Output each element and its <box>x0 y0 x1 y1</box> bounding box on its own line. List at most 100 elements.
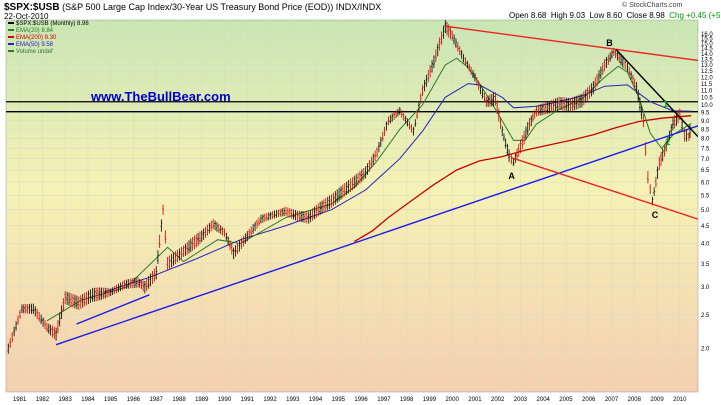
legend-price-text: $SPX:$USB (Monthly) 8.98 <box>16 21 89 27</box>
x-tick-label: 1999 <box>423 397 437 403</box>
x-tick-label: 1990 <box>218 397 232 403</box>
annotation-label: B <box>606 38 613 49</box>
grid <box>6 20 698 392</box>
y-tick-label: 13.0 <box>701 63 713 69</box>
y-tick-label: 7.0 <box>701 157 710 163</box>
x-tick-label: 2010 <box>673 397 687 403</box>
y-tick-label: 3.0 <box>701 285 710 291</box>
y-tick-label: 11.5 <box>701 82 713 88</box>
chart-date: 22-Oct-2010 <box>4 12 49 21</box>
x-tick-label: 2004 <box>537 397 551 403</box>
y-tick-label: 6.5 <box>701 168 710 174</box>
x-tick-label: 2009 <box>650 397 664 403</box>
x-tick-label: 1996 <box>354 397 368 403</box>
legend-ema50: EMA(50) 9.58 <box>8 42 89 49</box>
y-tick-label: 13.5 <box>701 57 713 63</box>
y-tick-label: 10.5 <box>701 96 713 102</box>
y-tick-label: 5.5 <box>701 193 710 199</box>
x-tick-label: 1989 <box>195 397 209 403</box>
x-tick-label: 1982 <box>36 397 50 403</box>
open-label: Open <box>509 11 529 20</box>
y-tick-label: 4.5 <box>701 224 710 230</box>
open-value: 8.68 <box>530 11 547 20</box>
y-tick-label: 9.5 <box>701 111 710 117</box>
trendline-red <box>445 25 698 62</box>
x-tick-label: 1994 <box>309 397 323 403</box>
x-tick-label: 1983 <box>59 397 73 403</box>
close-value: 8.98 <box>649 11 665 20</box>
x-tick-label: 1986 <box>127 397 141 403</box>
legend-volume-text: Volume undef <box>16 49 53 55</box>
ema50-line <box>103 83 692 293</box>
x-tick-label: 2003 <box>514 397 528 403</box>
y-tick-label: 5.0 <box>701 208 710 214</box>
y-tick-label: 12.5 <box>701 69 713 75</box>
y-tick-label: 3.5 <box>701 262 710 268</box>
y-tick-label: 4.0 <box>701 242 710 248</box>
x-tick-label: 1998 <box>400 397 414 403</box>
x-tick-label: 2005 <box>559 397 573 403</box>
change-label: Chg <box>669 11 684 20</box>
legend-ema20: EMA(20) 8.84 <box>8 28 89 35</box>
x-tick-label: 2008 <box>628 397 642 403</box>
y-tick-label: 14.5 <box>701 47 713 53</box>
x-tick-label: 1984 <box>81 397 95 403</box>
legend-volume: Volume undef <box>8 49 89 56</box>
y-tick-label: 15.5 <box>701 37 713 43</box>
x-axis: 1981 1982 1983 1984 1985 1986 1987 1988 1989 1990… <box>13 397 687 403</box>
y-tick-label: 8.0 <box>701 137 710 143</box>
chart-title: $SPX:$USB (S&P 500 Large Cap Index/30-Ye… <box>4 2 381 13</box>
x-tick-label: 1988 <box>172 397 186 403</box>
y-tick-label: 7.5 <box>701 146 710 152</box>
y-tick-label: 2.0 <box>701 347 710 353</box>
ema200-line <box>353 115 692 243</box>
x-tick-label: 1995 <box>332 397 346 403</box>
legend-price: $SPX:$USB (Monthly) 8.98 <box>8 21 89 28</box>
y-tick-label: 2.5 <box>701 313 710 319</box>
high-value: 9.03 <box>569 11 586 20</box>
series-layer <box>6 20 698 354</box>
y-tick-label: 14.0 <box>701 52 713 58</box>
trendline-blue <box>55 125 698 346</box>
watermark-url: www.TheBullBear.com <box>91 89 231 104</box>
low-value: 8.60 <box>606 11 623 20</box>
x-tick-label: 2001 <box>468 397 482 403</box>
symbol-description: (S&P 500 Large Cap Index/30-Year US Trea… <box>62 2 334 12</box>
copyright: © StockCharts.com <box>622 2 683 9</box>
ohlc-readout: Open 8.68 High 9.03 Low 8.60 Close 8.98 … <box>509 11 721 20</box>
trendline-blue <box>76 294 150 325</box>
legend-ema20-text: EMA(20) 8.84 <box>16 28 54 34</box>
x-tick-label: 1987 <box>150 397 164 403</box>
change-value: +0.45 (+5.27%) <box>686 11 721 20</box>
y-tick-label: 15.0 <box>701 42 713 48</box>
legend: $SPX:$USB (Monthly) 8.98 EMA(20) 8.84 EM… <box>8 21 89 56</box>
y-tick-label: 11.0 <box>701 89 713 95</box>
x-tick-label: 2002 <box>491 397 505 403</box>
low-label: Low <box>589 11 605 20</box>
x-tick-label: 1985 <box>104 397 118 403</box>
annotation-label: C <box>651 209 659 220</box>
trendline-red <box>511 157 698 220</box>
annotation-label: 1 <box>663 99 669 110</box>
x-tick-label: 2007 <box>605 397 619 403</box>
y-tick-label: 10.0 <box>701 103 713 109</box>
legend-ema50-text: EMA(50) 9.58 <box>16 42 54 48</box>
trendline-black <box>615 49 698 138</box>
x-tick-label: 1991 <box>241 397 255 403</box>
y-axis: 2.0 2.5 3.0 3.5 4.0 4.5 5.0 5.5 6.0 6.5 7.0 7.5 8.0 8… <box>701 32 713 353</box>
y-tick-label: 12.0 <box>701 75 713 81</box>
annotation-label: 2 <box>665 137 671 148</box>
close-label: Close <box>626 11 647 20</box>
x-tick-label: 2000 <box>445 397 459 403</box>
ema20-line <box>46 57 692 322</box>
x-tick-label: 1993 <box>286 397 300 403</box>
x-tick-label: 1997 <box>377 397 391 403</box>
y-tick-label: 6.0 <box>701 180 710 186</box>
y-tick-label: 16.0 <box>701 32 713 38</box>
high-label: High <box>550 11 568 20</box>
x-tick-label: 1992 <box>263 397 277 403</box>
x-tick-label: 2006 <box>582 397 596 403</box>
y-tick-label: 8.5 <box>701 128 710 134</box>
legend-ema200: EMA(200) 9.30 <box>8 35 89 42</box>
